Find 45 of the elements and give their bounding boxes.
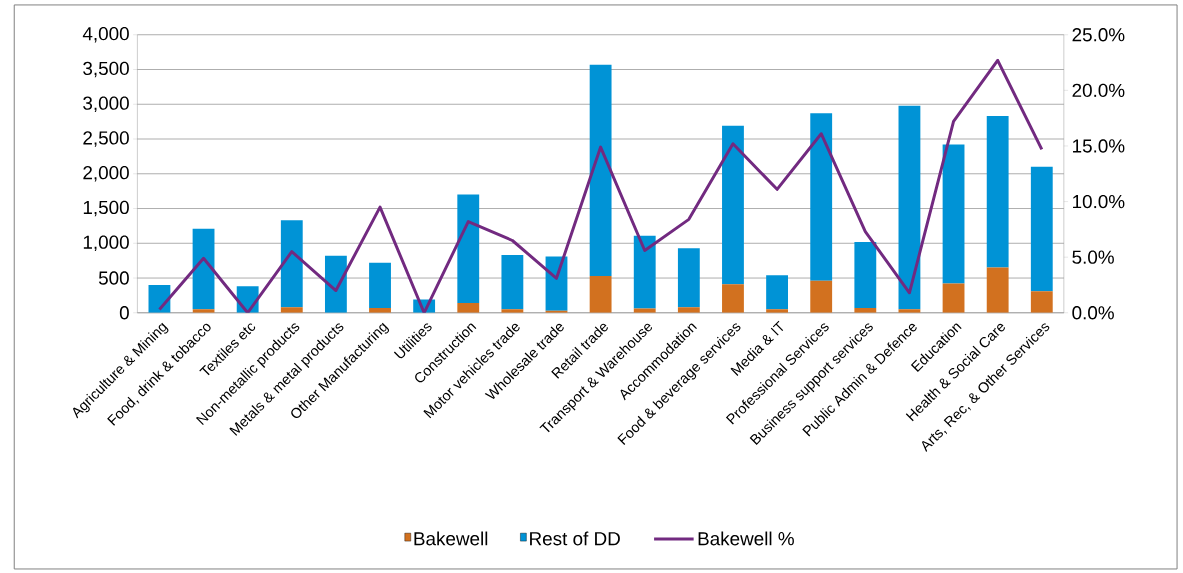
y-tick-label: 0 <box>119 306 129 320</box>
legend-label: Bakewell <box>414 531 488 546</box>
bar <box>369 262 391 308</box>
bar <box>633 235 656 309</box>
bar <box>280 220 303 308</box>
y-tick-label: 2,500 <box>83 131 129 147</box>
bar <box>677 307 700 313</box>
y-tick-label: 4,000 <box>82 26 129 43</box>
bar <box>722 125 744 285</box>
bar <box>589 64 612 276</box>
bar <box>501 255 524 310</box>
y-tick-label: 3,000 <box>83 96 129 113</box>
y-tick-label: 500 <box>98 271 129 285</box>
y2-tick-label: 15.0% <box>1073 139 1125 153</box>
line-series <box>157 58 1044 313</box>
bar <box>1030 291 1053 313</box>
bar <box>457 194 480 304</box>
bar <box>677 248 700 308</box>
bar <box>942 283 965 313</box>
bar <box>280 307 303 313</box>
y-tick-label: 2,000 <box>83 165 129 182</box>
bar <box>324 255 347 313</box>
bar <box>192 228 215 310</box>
y-tick-label: 3,500 <box>83 61 129 78</box>
legend-label: Rest of DD <box>530 531 620 546</box>
bar <box>898 105 921 310</box>
bar <box>810 113 833 281</box>
legend-label: Bakewell % <box>698 531 794 546</box>
bar <box>766 275 789 310</box>
y2-tick-label: 25.0% <box>1072 28 1125 42</box>
bar <box>854 241 877 308</box>
bar <box>457 303 480 313</box>
y-tick-label: 1,000 <box>83 235 129 252</box>
bar <box>1030 166 1053 292</box>
bar <box>942 144 965 284</box>
y2-tick-label: 0.0% <box>1072 306 1114 320</box>
bar <box>589 275 612 313</box>
y-tick-label: 1,500 <box>83 200 129 217</box>
y2-tick-label: 10.0% <box>1073 194 1125 209</box>
y2-tick-label: 20.0% <box>1072 83 1125 98</box>
bar <box>986 116 1009 268</box>
bar <box>986 267 1009 313</box>
bar <box>810 280 833 313</box>
bar <box>722 284 744 313</box>
y2-tick-label: 5.0% <box>1072 250 1114 264</box>
